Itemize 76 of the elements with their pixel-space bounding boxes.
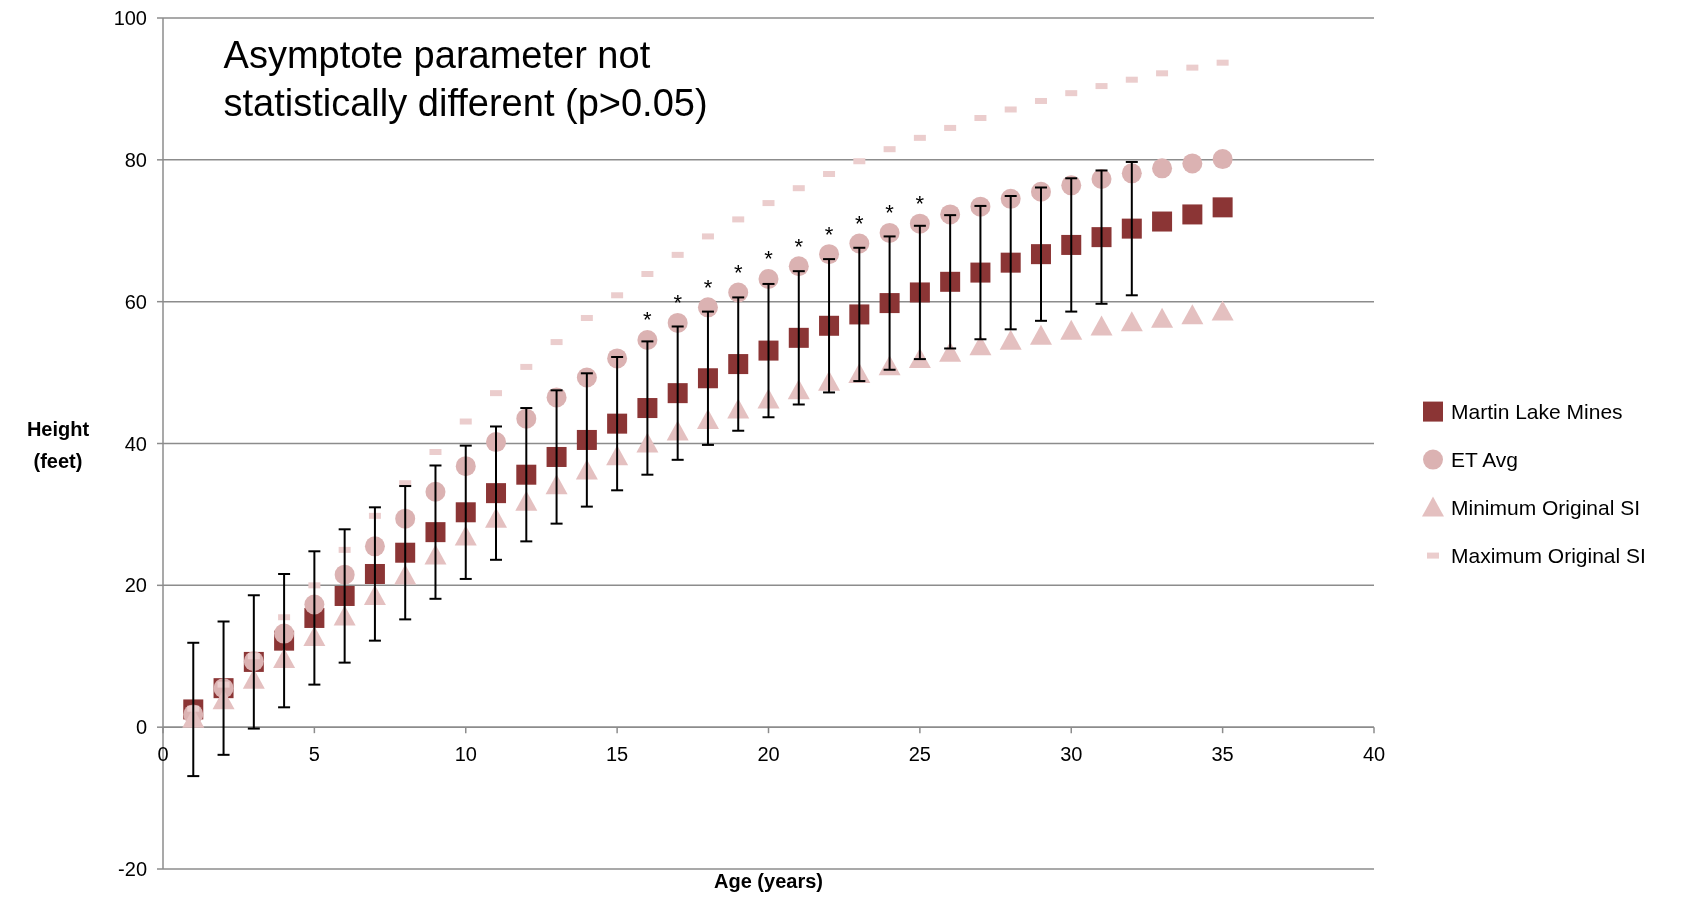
point — [334, 585, 355, 606]
point — [486, 483, 507, 504]
x-tick-label: 15 — [606, 743, 629, 766]
point — [1212, 197, 1233, 218]
point — [607, 413, 628, 434]
y-axis-title: Height (feet) — [26, 417, 90, 472]
point — [697, 368, 718, 389]
point — [1151, 307, 1174, 328]
annotation: * — [885, 200, 895, 226]
annotation: * — [764, 246, 774, 272]
x-tick-label: 10 — [454, 743, 477, 766]
point — [1029, 324, 1052, 345]
point — [1120, 311, 1143, 332]
y-tick-label: 100 — [113, 7, 147, 29]
legend-label: Minimum Original SI — [1451, 495, 1641, 519]
point — [970, 262, 991, 283]
point — [758, 340, 779, 361]
annotation: * — [673, 290, 683, 316]
point — [455, 502, 476, 523]
point — [1152, 211, 1173, 232]
y-tick-label: 0 — [135, 716, 147, 739]
point — [940, 271, 961, 292]
point — [1211, 300, 1234, 321]
point — [637, 398, 658, 419]
legend-label: Maximum Original SI — [1451, 543, 1646, 567]
point — [1121, 218, 1142, 239]
point — [819, 315, 840, 336]
point — [1030, 244, 1051, 265]
annotation: Asymptote parameter not statistically different (p>0.05) — [223, 33, 708, 124]
x-tick-label: 40 — [1362, 743, 1386, 766]
annotation: * — [733, 259, 743, 285]
point — [364, 563, 385, 584]
x-tick-label: 30 — [1060, 743, 1083, 766]
point — [546, 446, 567, 467]
y-tick-label: 20 — [124, 574, 147, 597]
x-tick-label: 20 — [757, 743, 780, 766]
point — [425, 522, 446, 543]
point — [1000, 252, 1021, 273]
point — [1182, 204, 1203, 225]
point — [999, 329, 1022, 350]
point — [879, 293, 900, 314]
point — [1152, 158, 1173, 179]
point — [939, 341, 962, 362]
point — [788, 327, 809, 348]
annotation: * — [643, 307, 653, 333]
point — [1212, 149, 1233, 170]
x-tick-label: 25 — [908, 743, 931, 766]
x-tick-label: 35 — [1211, 743, 1234, 766]
annotation: * — [824, 221, 834, 247]
point — [1091, 227, 1112, 248]
point — [395, 542, 416, 563]
annotation: * — [915, 191, 925, 217]
point — [1061, 234, 1082, 255]
point — [576, 429, 597, 450]
point — [1181, 304, 1204, 325]
x-tick-label: 5 — [308, 743, 320, 766]
x-tick-label: 0 — [157, 743, 169, 766]
y-tick-label: 60 — [124, 290, 147, 313]
point — [849, 304, 870, 325]
point — [909, 282, 930, 303]
point — [1060, 319, 1083, 340]
point — [728, 354, 749, 375]
y-tick-label: 40 — [124, 432, 147, 455]
point — [969, 335, 992, 356]
legend-label: ET Avg — [1451, 447, 1518, 471]
x-axis-title: Age (years) — [714, 870, 823, 892]
point — [1182, 153, 1203, 174]
y-tick-label: 80 — [124, 148, 147, 171]
point — [1090, 315, 1113, 336]
annotation: * — [794, 233, 804, 259]
point — [516, 464, 537, 485]
annotation: * — [703, 274, 713, 300]
y-tick-label: -20 — [118, 858, 147, 880]
legend-label: Martin Lake Mines — [1451, 399, 1623, 423]
annotation: * — [855, 210, 865, 236]
point — [667, 383, 688, 404]
